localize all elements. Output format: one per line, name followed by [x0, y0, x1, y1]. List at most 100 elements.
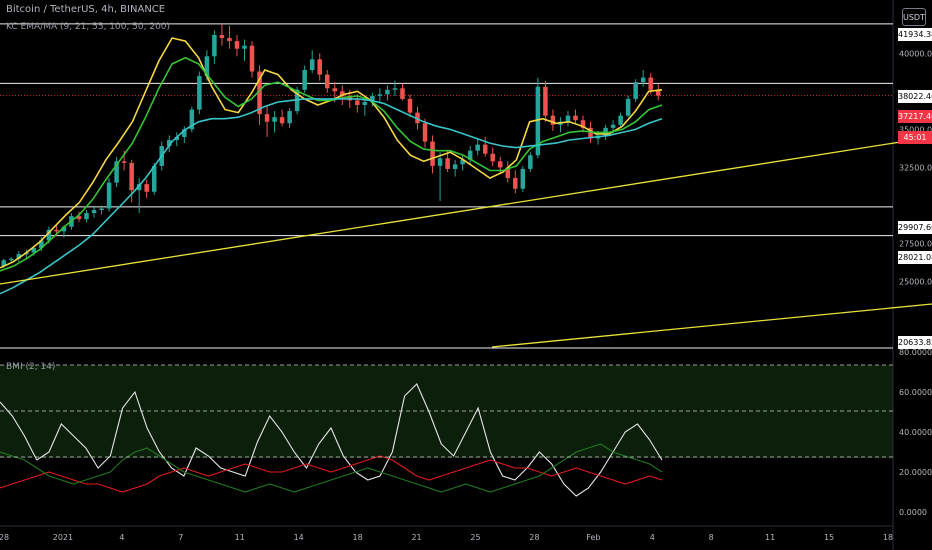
candle-body	[340, 91, 345, 96]
candle-body	[182, 129, 187, 137]
symbol-title: Bitcoin / TetherUS, 4h, BINANCE	[6, 4, 166, 15]
candle-body	[272, 117, 277, 122]
candle-body	[309, 59, 315, 71]
price-tag-level-3: 29907.60	[898, 221, 932, 234]
candle-body	[392, 88, 398, 90]
candle-body	[498, 161, 503, 168]
x-tick-label: 18	[353, 533, 363, 542]
trendline-lower[interactable]	[491, 303, 932, 348]
candle-body	[648, 77, 653, 90]
candle-body	[61, 226, 67, 232]
x-tick-label: Feb	[586, 533, 600, 542]
candle-body	[324, 74, 330, 89]
indicator-label[interactable]: KC EMA/MA (9, 21, 55, 100, 50, 200)	[6, 22, 171, 32]
y-tick-label: 40000.00	[899, 49, 932, 58]
candle-body	[227, 38, 232, 42]
candle-body	[573, 115, 578, 121]
x-tick-label: 21	[411, 533, 421, 542]
x-tick-label: 28	[0, 533, 9, 542]
candle-body	[54, 229, 59, 232]
candle-body	[114, 161, 119, 183]
candle-body	[460, 159, 465, 165]
ema-ema_slow[interactable]	[0, 98, 663, 295]
candle-body	[39, 240, 44, 249]
osc-tick-label: 80.0000	[899, 348, 932, 357]
candle-body	[279, 117, 285, 124]
candle-body	[400, 88, 405, 99]
price-tag-level-high: 41934.38	[898, 28, 932, 41]
candle-body	[1, 260, 7, 267]
candle-body	[633, 82, 638, 99]
candle-body	[332, 88, 338, 92]
candle-body	[264, 114, 270, 122]
candle-body	[437, 158, 443, 166]
candle-body	[151, 165, 157, 192]
candle-body	[91, 210, 97, 214]
candle-body	[167, 140, 172, 147]
osc-line-osc_white[interactable]	[0, 383, 663, 497]
candle-body	[377, 94, 383, 96]
candle-body	[9, 258, 14, 261]
candle-body	[204, 56, 210, 77]
candle-body	[520, 168, 526, 189]
candle-body	[482, 144, 488, 154]
candle-body	[302, 70, 307, 90]
price-tag-current: 37217.40	[898, 110, 932, 123]
candle-body	[490, 153, 495, 162]
osc-line-osc_red[interactable]	[0, 455, 663, 493]
candle-body	[257, 71, 262, 115]
ema-ema_mid[interactable]	[0, 56, 663, 272]
candle-body	[655, 89, 661, 96]
candle-body	[219, 35, 225, 39]
y-tick-label: 32500.00	[899, 163, 932, 172]
currency-badge[interactable]: USDT	[902, 8, 926, 26]
candle-body	[197, 76, 202, 110]
osc-tick-label: 60.0000	[899, 388, 932, 397]
x-tick-label: 11	[235, 533, 245, 542]
candle-body	[550, 115, 556, 125]
candle-body	[76, 216, 82, 220]
price-tag-level-mid: 38022.46	[898, 90, 932, 103]
x-tick-label: 4	[119, 533, 124, 542]
x-tick-label: 15	[824, 533, 834, 542]
candle-body	[565, 115, 571, 122]
x-tick-label: 14	[294, 533, 304, 542]
x-tick-label: 4	[650, 533, 655, 542]
candle-body	[422, 123, 428, 142]
candle-body	[580, 120, 586, 128]
candle-body	[84, 213, 89, 220]
candle-body	[430, 141, 435, 166]
candle-body	[242, 45, 247, 49]
candle-body	[106, 182, 112, 209]
candle-body	[543, 86, 548, 116]
price-tag-level-low: 20633.82	[898, 336, 932, 349]
x-tick-label: 18	[883, 533, 893, 542]
candle-body	[618, 115, 623, 125]
x-tick-label: 8	[709, 533, 714, 542]
candle-body	[475, 144, 480, 151]
candle-body	[370, 95, 375, 102]
candle-body	[355, 100, 360, 106]
x-tick-label: 11	[765, 533, 775, 542]
candle-body	[249, 45, 255, 72]
osc-tick-label: 20.0000	[899, 468, 932, 477]
osc-tick-label: 0.0000	[899, 508, 927, 517]
candle-body	[46, 229, 52, 241]
candle-body	[287, 111, 292, 124]
candle-body	[212, 35, 217, 57]
x-tick-label: 28	[529, 533, 539, 542]
candle-body	[640, 77, 646, 83]
osc-line-osc_green[interactable]	[0, 443, 663, 493]
trendline-upper[interactable]	[0, 136, 932, 285]
y-tick-label: 27500.00	[899, 240, 932, 249]
x-tick-label: 2021	[53, 533, 73, 542]
candle-body	[362, 101, 368, 106]
candle-body	[445, 158, 450, 169]
candle-body	[610, 124, 616, 128]
candle-body	[407, 98, 413, 113]
oscillator-label[interactable]: BMI (2, 14)	[6, 362, 56, 372]
price-tag-level-4: 28021.08	[898, 251, 932, 264]
candle-body	[625, 98, 631, 116]
candle-body	[452, 164, 458, 169]
